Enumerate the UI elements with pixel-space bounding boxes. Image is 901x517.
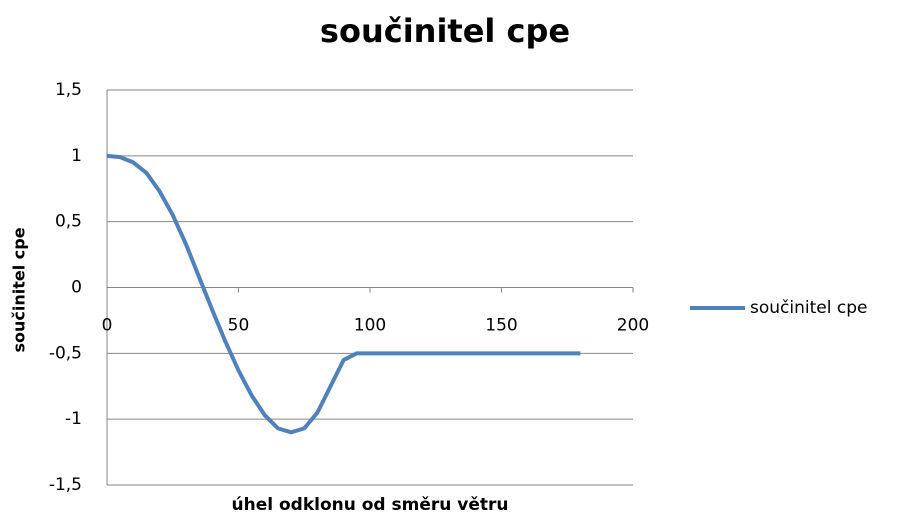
x-tick-label: 200 xyxy=(617,316,649,336)
data-line xyxy=(106,153,581,435)
legend-label: součinitel cpe xyxy=(750,298,867,318)
y-tick-label: 0 xyxy=(71,278,82,298)
y-tick-label: 0,5 xyxy=(55,212,82,232)
y-tick-label: -1 xyxy=(65,409,82,429)
y-axis-label: součinitel cpe xyxy=(10,227,29,352)
x-tick-label: 50 xyxy=(228,316,250,336)
y-tick-label: 1 xyxy=(71,146,82,166)
y-tick-label: 1,5 xyxy=(55,80,82,100)
x-tick-label: 0 xyxy=(102,316,113,336)
chart-title: součinitel cpe xyxy=(320,12,570,50)
x-axis-label: úhel odklonu od směru větru xyxy=(231,495,508,515)
x-tick-label: 150 xyxy=(485,316,517,336)
y-tick-label: -1,5 xyxy=(49,475,82,495)
y-tick-label: -0,5 xyxy=(49,343,82,363)
x-tick-label: 100 xyxy=(354,316,386,336)
